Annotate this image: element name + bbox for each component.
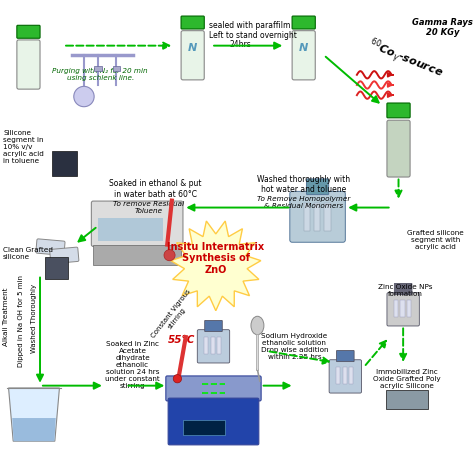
Bar: [401, 300, 404, 317]
FancyBboxPatch shape: [205, 321, 222, 331]
FancyBboxPatch shape: [36, 239, 65, 255]
Bar: [45, 257, 68, 279]
FancyBboxPatch shape: [394, 283, 412, 295]
FancyBboxPatch shape: [166, 376, 261, 401]
Polygon shape: [12, 418, 56, 441]
Bar: [343, 367, 346, 384]
Bar: [52, 151, 77, 176]
Text: 55°C: 55°C: [167, 336, 195, 345]
Text: 24hrs: 24hrs: [230, 40, 251, 49]
FancyBboxPatch shape: [50, 247, 79, 264]
FancyBboxPatch shape: [197, 329, 230, 363]
Bar: [304, 203, 310, 231]
Text: Washed thoroughly with
hot water and toluene: Washed thoroughly with hot water and tol…: [257, 175, 350, 194]
Circle shape: [164, 250, 175, 261]
FancyBboxPatch shape: [329, 360, 362, 393]
Text: To remove Residual
Toluene: To remove Residual Toluene: [113, 201, 184, 214]
Text: Soaked in Zinc
Acetate
dihydrate
ethanolic
solution 24 hrs
under constant
stirri: Soaked in Zinc Acetate dihydrate ethanol…: [105, 341, 160, 389]
Ellipse shape: [251, 316, 264, 335]
FancyBboxPatch shape: [292, 31, 315, 80]
Bar: [94, 66, 101, 71]
Bar: [386, 390, 428, 409]
Text: Alkali Treatment: Alkali Treatment: [3, 287, 9, 345]
FancyBboxPatch shape: [181, 31, 204, 80]
Text: N: N: [188, 43, 197, 53]
Text: Grafted silicone
segment with
acrylic acid: Grafted silicone segment with acrylic ac…: [407, 230, 464, 250]
Bar: [349, 367, 353, 384]
Polygon shape: [171, 221, 261, 311]
Text: $^{60}$Co$_\gamma$-source: $^{60}$Co$_\gamma$-source: [365, 35, 446, 84]
FancyBboxPatch shape: [387, 293, 419, 326]
Text: Sodium Hydroxide
ethanolic solution
Drop wise addition
within 2.25 hrs: Sodium Hydroxide ethanolic solution Drop…: [261, 333, 328, 360]
FancyBboxPatch shape: [387, 120, 410, 177]
Text: N: N: [299, 43, 308, 53]
Bar: [407, 300, 411, 317]
Text: Dipped in Na OH for 5 min: Dipped in Na OH for 5 min: [18, 275, 24, 367]
Bar: [113, 66, 120, 71]
FancyBboxPatch shape: [292, 16, 315, 29]
Bar: [217, 336, 221, 354]
Polygon shape: [9, 388, 59, 441]
FancyBboxPatch shape: [17, 25, 40, 38]
Bar: [98, 218, 163, 241]
Text: Constant Vigrous
stirring: Constant Vigrous stirring: [151, 289, 198, 344]
Bar: [314, 203, 320, 231]
Text: Clean Grafted
silicone: Clean Grafted silicone: [3, 247, 53, 260]
Bar: [183, 420, 225, 435]
Circle shape: [74, 86, 94, 107]
Text: sealed with paraffilm: sealed with paraffilm: [209, 21, 290, 30]
Bar: [211, 336, 215, 354]
FancyBboxPatch shape: [337, 350, 354, 362]
FancyBboxPatch shape: [181, 16, 204, 29]
Text: Soaked in ethanol & put
in water bath at 60°C: Soaked in ethanol & put in water bath at…: [109, 179, 202, 199]
Circle shape: [173, 375, 182, 383]
FancyBboxPatch shape: [91, 201, 183, 247]
Text: Immobilized Zinc
Oxide Grafted Poly
acrylic Silicone: Immobilized Zinc Oxide Grafted Poly acry…: [373, 369, 441, 389]
Text: Insitu Intermatrix
Synthesis of
ZnO: Insitu Intermatrix Synthesis of ZnO: [167, 242, 264, 275]
Text: Left to stand overnight: Left to stand overnight: [209, 30, 297, 40]
Bar: [394, 300, 398, 317]
Text: Washed Thoroughly: Washed Thoroughly: [31, 284, 37, 353]
Bar: [93, 245, 181, 265]
Text: Purging with N₂ for 20 min
using schlenk line.: Purging with N₂ for 20 min using schlenk…: [52, 68, 148, 81]
Text: Silicone
segment in
10% v/v
acrylic acid
in toluene: Silicone segment in 10% v/v acrylic acid…: [3, 130, 44, 164]
Bar: [204, 336, 209, 354]
Text: Zinc Oxide NPs
formation: Zinc Oxide NPs formation: [378, 284, 433, 297]
FancyBboxPatch shape: [307, 179, 328, 195]
Bar: [336, 367, 340, 384]
FancyBboxPatch shape: [168, 398, 259, 445]
Bar: [324, 203, 330, 231]
FancyBboxPatch shape: [387, 103, 410, 118]
FancyBboxPatch shape: [17, 40, 40, 89]
Text: Gamma Rays
20 KGy: Gamma Rays 20 KGy: [412, 18, 473, 37]
FancyBboxPatch shape: [290, 192, 346, 242]
Text: To Remove Homopolymer
& Residual Monomers: To Remove Homopolymer & Residual Monomer…: [257, 197, 350, 209]
